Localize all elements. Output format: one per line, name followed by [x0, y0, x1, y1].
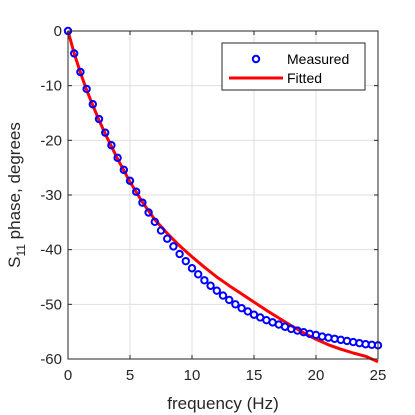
y-tick-label: 0: [54, 23, 62, 40]
legend-fitted-label: Fitted: [287, 70, 322, 86]
measured-data-point: [70, 49, 79, 58]
measured-data-point: [206, 281, 215, 290]
x-tick-label: 5: [126, 367, 134, 384]
measured-data-point: [125, 176, 135, 185]
legend-measured-marker: [251, 54, 261, 64]
axis-ticks: 0 5 10 15 20 25 0 -10 -20 -30 -40 -50 -60: [40, 23, 386, 384]
measured-data-point: [163, 234, 172, 243]
measured-data-point: [132, 187, 141, 196]
grid-lines: [67, 30, 379, 360]
measured-data-point: [225, 295, 234, 305]
x-tick-label: 10: [184, 367, 201, 384]
fitted-series-line: [66, 30, 379, 364]
y-tick-label: -40: [40, 242, 62, 259]
measured-data-point: [82, 84, 91, 94]
y-tick-label: -50: [40, 296, 62, 313]
y-tick-label: -20: [40, 132, 62, 149]
measured-data-point: [101, 128, 110, 137]
measured-data-point: [76, 67, 85, 77]
measured-data-point: [243, 307, 253, 316]
y-tick-label: -30: [40, 187, 62, 204]
measured-data-point: [119, 165, 129, 175]
measured-data-point: [88, 100, 98, 109]
measured-data-point: [156, 226, 166, 235]
measured-data-point: [231, 300, 240, 309]
measured-data-point: [138, 198, 147, 207]
x-tick-label: 0: [64, 367, 72, 384]
measured-data-point: [237, 303, 246, 313]
legend: Measured Fitted: [221, 42, 366, 91]
measured-data-point: [218, 291, 228, 300]
measured-data-point: [107, 141, 116, 150]
measured-data-point: [144, 208, 153, 217]
y-tick-label: -10: [40, 78, 62, 95]
measured-data-point: [113, 153, 122, 163]
series-layer: [63, 26, 383, 364]
measured-data-point: [181, 256, 191, 266]
x-tick-label: 25: [370, 367, 387, 384]
y-tick-label: -60: [40, 351, 62, 368]
measured-data-point: [187, 264, 197, 273]
measured-data-point: [150, 217, 160, 226]
y-axis-label: S11 phase, degrees: [5, 122, 28, 268]
x-axis-label: frequency (Hz): [167, 394, 278, 413]
measured-data-point: [94, 114, 104, 124]
measured-data-point: [169, 242, 178, 251]
x-tick-label: 20: [308, 367, 325, 384]
measured-data-point: [200, 276, 209, 285]
measured-data-point: [212, 286, 222, 295]
x-tick-label: 15: [246, 367, 263, 384]
legend-box: [221, 42, 366, 91]
measured-data-point: [175, 249, 184, 259]
legend-measured-label: Measured: [287, 51, 349, 67]
measured-data-point: [194, 270, 203, 279]
